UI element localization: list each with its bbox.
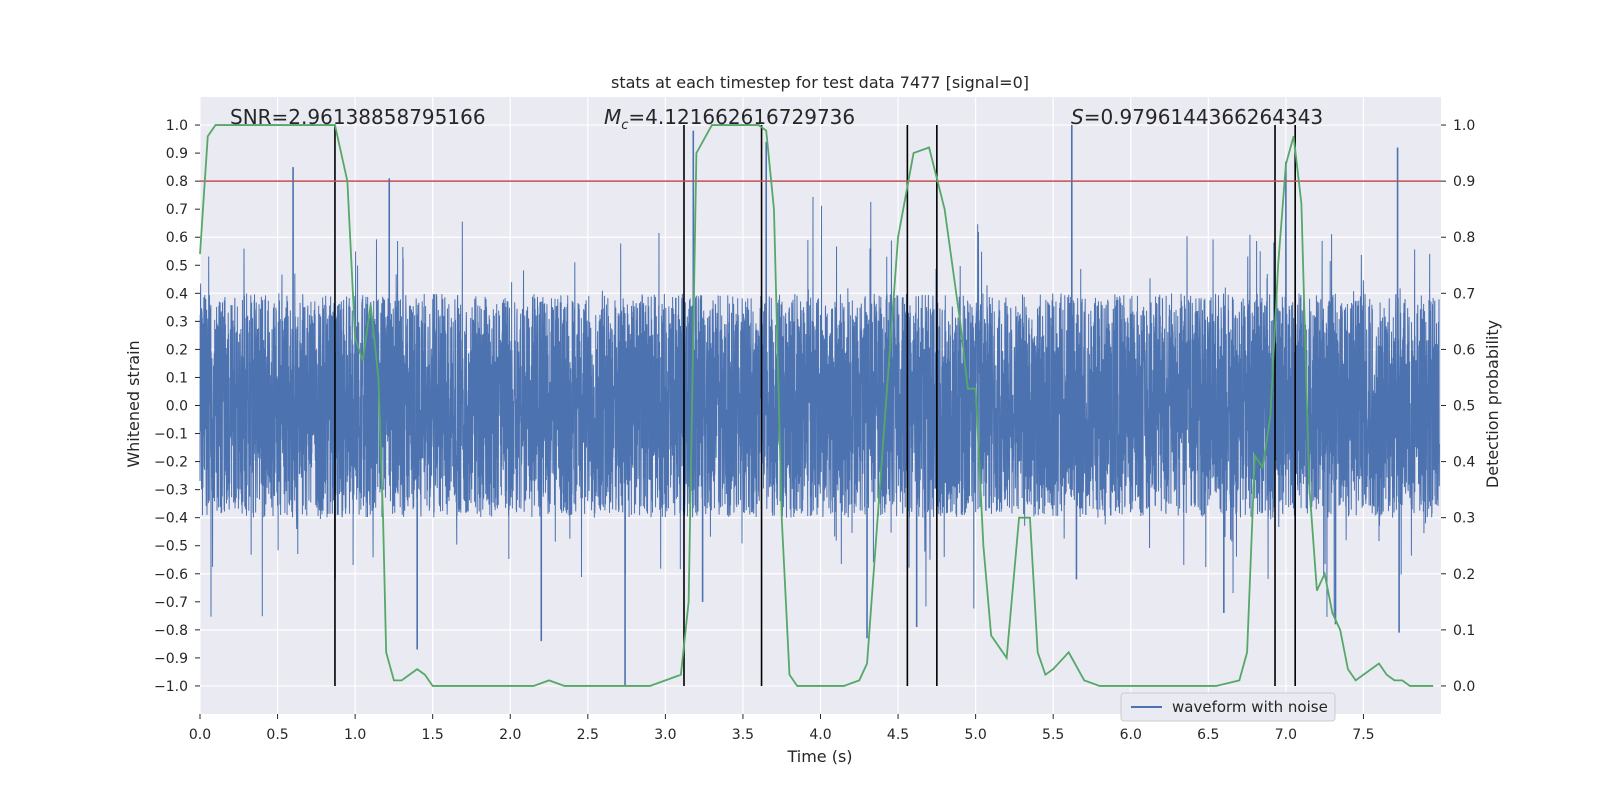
x-tick-label: 2.5 (577, 727, 599, 743)
chart-title: stats at each timestep for test data 747… (611, 73, 1029, 92)
x-tick-label: 3.5 (732, 727, 754, 743)
s-annotation: S=0.9796144366264343 (1071, 105, 1323, 129)
y-axis-left-label: Whitened strain (124, 340, 143, 467)
y-axis-right-label: Detection probability (1483, 320, 1502, 488)
y-left-tick-label: −1.0 (154, 679, 188, 695)
y-right-tick-label: 1.0 (1453, 118, 1475, 134)
x-tick-label: 7.0 (1275, 727, 1297, 743)
y-left-tick-label: 0.5 (166, 258, 188, 274)
x-tick-label: 0.5 (266, 727, 288, 743)
x-tick-label: 3.0 (654, 727, 676, 743)
y-left-tick-label: −0.3 (154, 483, 188, 499)
legend-label: waveform with noise (1172, 698, 1328, 716)
y-left-tick-label: 0.9 (166, 146, 188, 162)
y-left-tick-label: 0.7 (166, 202, 188, 218)
x-tick-label: 5.0 (964, 727, 986, 743)
y-left-tick-label: 1.0 (166, 118, 188, 134)
y-left-tick-label: −0.5 (154, 539, 188, 555)
y-left-tick-label: 0.3 (166, 314, 188, 330)
x-axis-ticks: 0.0 0.5 1.0 1.5 2.0 2.5 3.0 3.5 4.0 4.5 5.0 5.5 6.0 6… (189, 714, 1375, 743)
x-tick-label: 5.5 (1042, 727, 1064, 743)
y-left-tick-label: −0.9 (154, 651, 188, 667)
x-tick-label: 1.0 (344, 727, 366, 743)
y-right-tick-label: 0.8 (1453, 230, 1475, 246)
x-tick-label: 6.5 (1197, 727, 1219, 743)
y-axis-right-ticks: 1.0 0.9 0.8 0.7 0.6 0.5 0.4 0.3 0.2 0.1 0.0 (1441, 118, 1475, 695)
annotations: SNR=2.96138858795166 Mc=4.12166261672973… (230, 105, 1323, 133)
snr-annotation: SNR=2.96138858795166 (230, 105, 486, 129)
x-axis-label: Time (s) (786, 747, 852, 766)
y-right-tick-label: 0.2 (1453, 567, 1475, 583)
y-right-tick-label: 0.5 (1453, 399, 1475, 415)
y-left-tick-label: 0.2 (166, 342, 188, 358)
x-tick-label: 7.5 (1352, 727, 1374, 743)
y-left-tick-label: −0.6 (154, 567, 188, 583)
probability-line (199, 124, 1434, 687)
x-tick-label: 4.0 (809, 727, 831, 743)
x-tick-label: 2.0 (499, 727, 521, 743)
waveform-line (199, 196, 1440, 617)
legend-box (1120, 692, 1336, 722)
y-right-tick-label: 0.6 (1453, 342, 1475, 358)
y-right-tick-label: 0.1 (1453, 623, 1475, 639)
y-right-tick-label: 0.3 (1453, 511, 1475, 527)
y-left-tick-label: 0.8 (166, 174, 188, 190)
y-right-tick-label: 0.4 (1453, 455, 1475, 471)
y-left-tick-label: −0.8 (154, 623, 188, 639)
y-left-tick-label: 0.4 (166, 286, 188, 302)
y-left-tick-label: 0.0 (166, 399, 188, 415)
y-right-tick-label: 0.9 (1453, 174, 1475, 190)
mc-annotation: Mc=4.121662616729736 (604, 105, 855, 133)
y-left-tick-label: 0.1 (166, 370, 188, 386)
x-tick-label: 0.0 (189, 727, 211, 743)
y-left-tick-label: 0.6 (166, 230, 188, 246)
vertical-markers (334, 125, 1296, 686)
y-axis-left-ticks: 1.0 0.9 0.8 0.7 0.6 0.5 0.4 0.3 0.2 0.1 0.0 −0.1 −0.… (154, 118, 200, 695)
y-right-tick-label: 0.7 (1453, 286, 1475, 302)
waveform-series (199, 125, 1440, 686)
legend: waveform with noise (1120, 692, 1336, 722)
x-tick-label: 6.0 (1120, 727, 1142, 743)
y-left-tick-label: −0.4 (154, 511, 188, 527)
y-left-tick-label: −0.2 (154, 455, 188, 471)
x-tick-label: 4.5 (887, 727, 909, 743)
y-left-tick-label: −0.7 (154, 595, 188, 611)
y-left-tick-label: −0.1 (154, 427, 188, 443)
x-tick-label: 1.5 (422, 727, 444, 743)
probability-series (199, 124, 1434, 687)
y-right-tick-label: 0.0 (1453, 679, 1475, 695)
